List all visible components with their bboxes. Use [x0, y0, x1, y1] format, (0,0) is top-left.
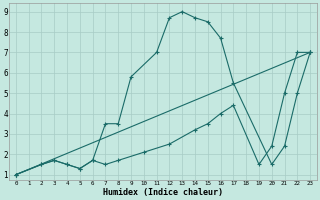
X-axis label: Humidex (Indice chaleur): Humidex (Indice chaleur) — [103, 188, 223, 197]
